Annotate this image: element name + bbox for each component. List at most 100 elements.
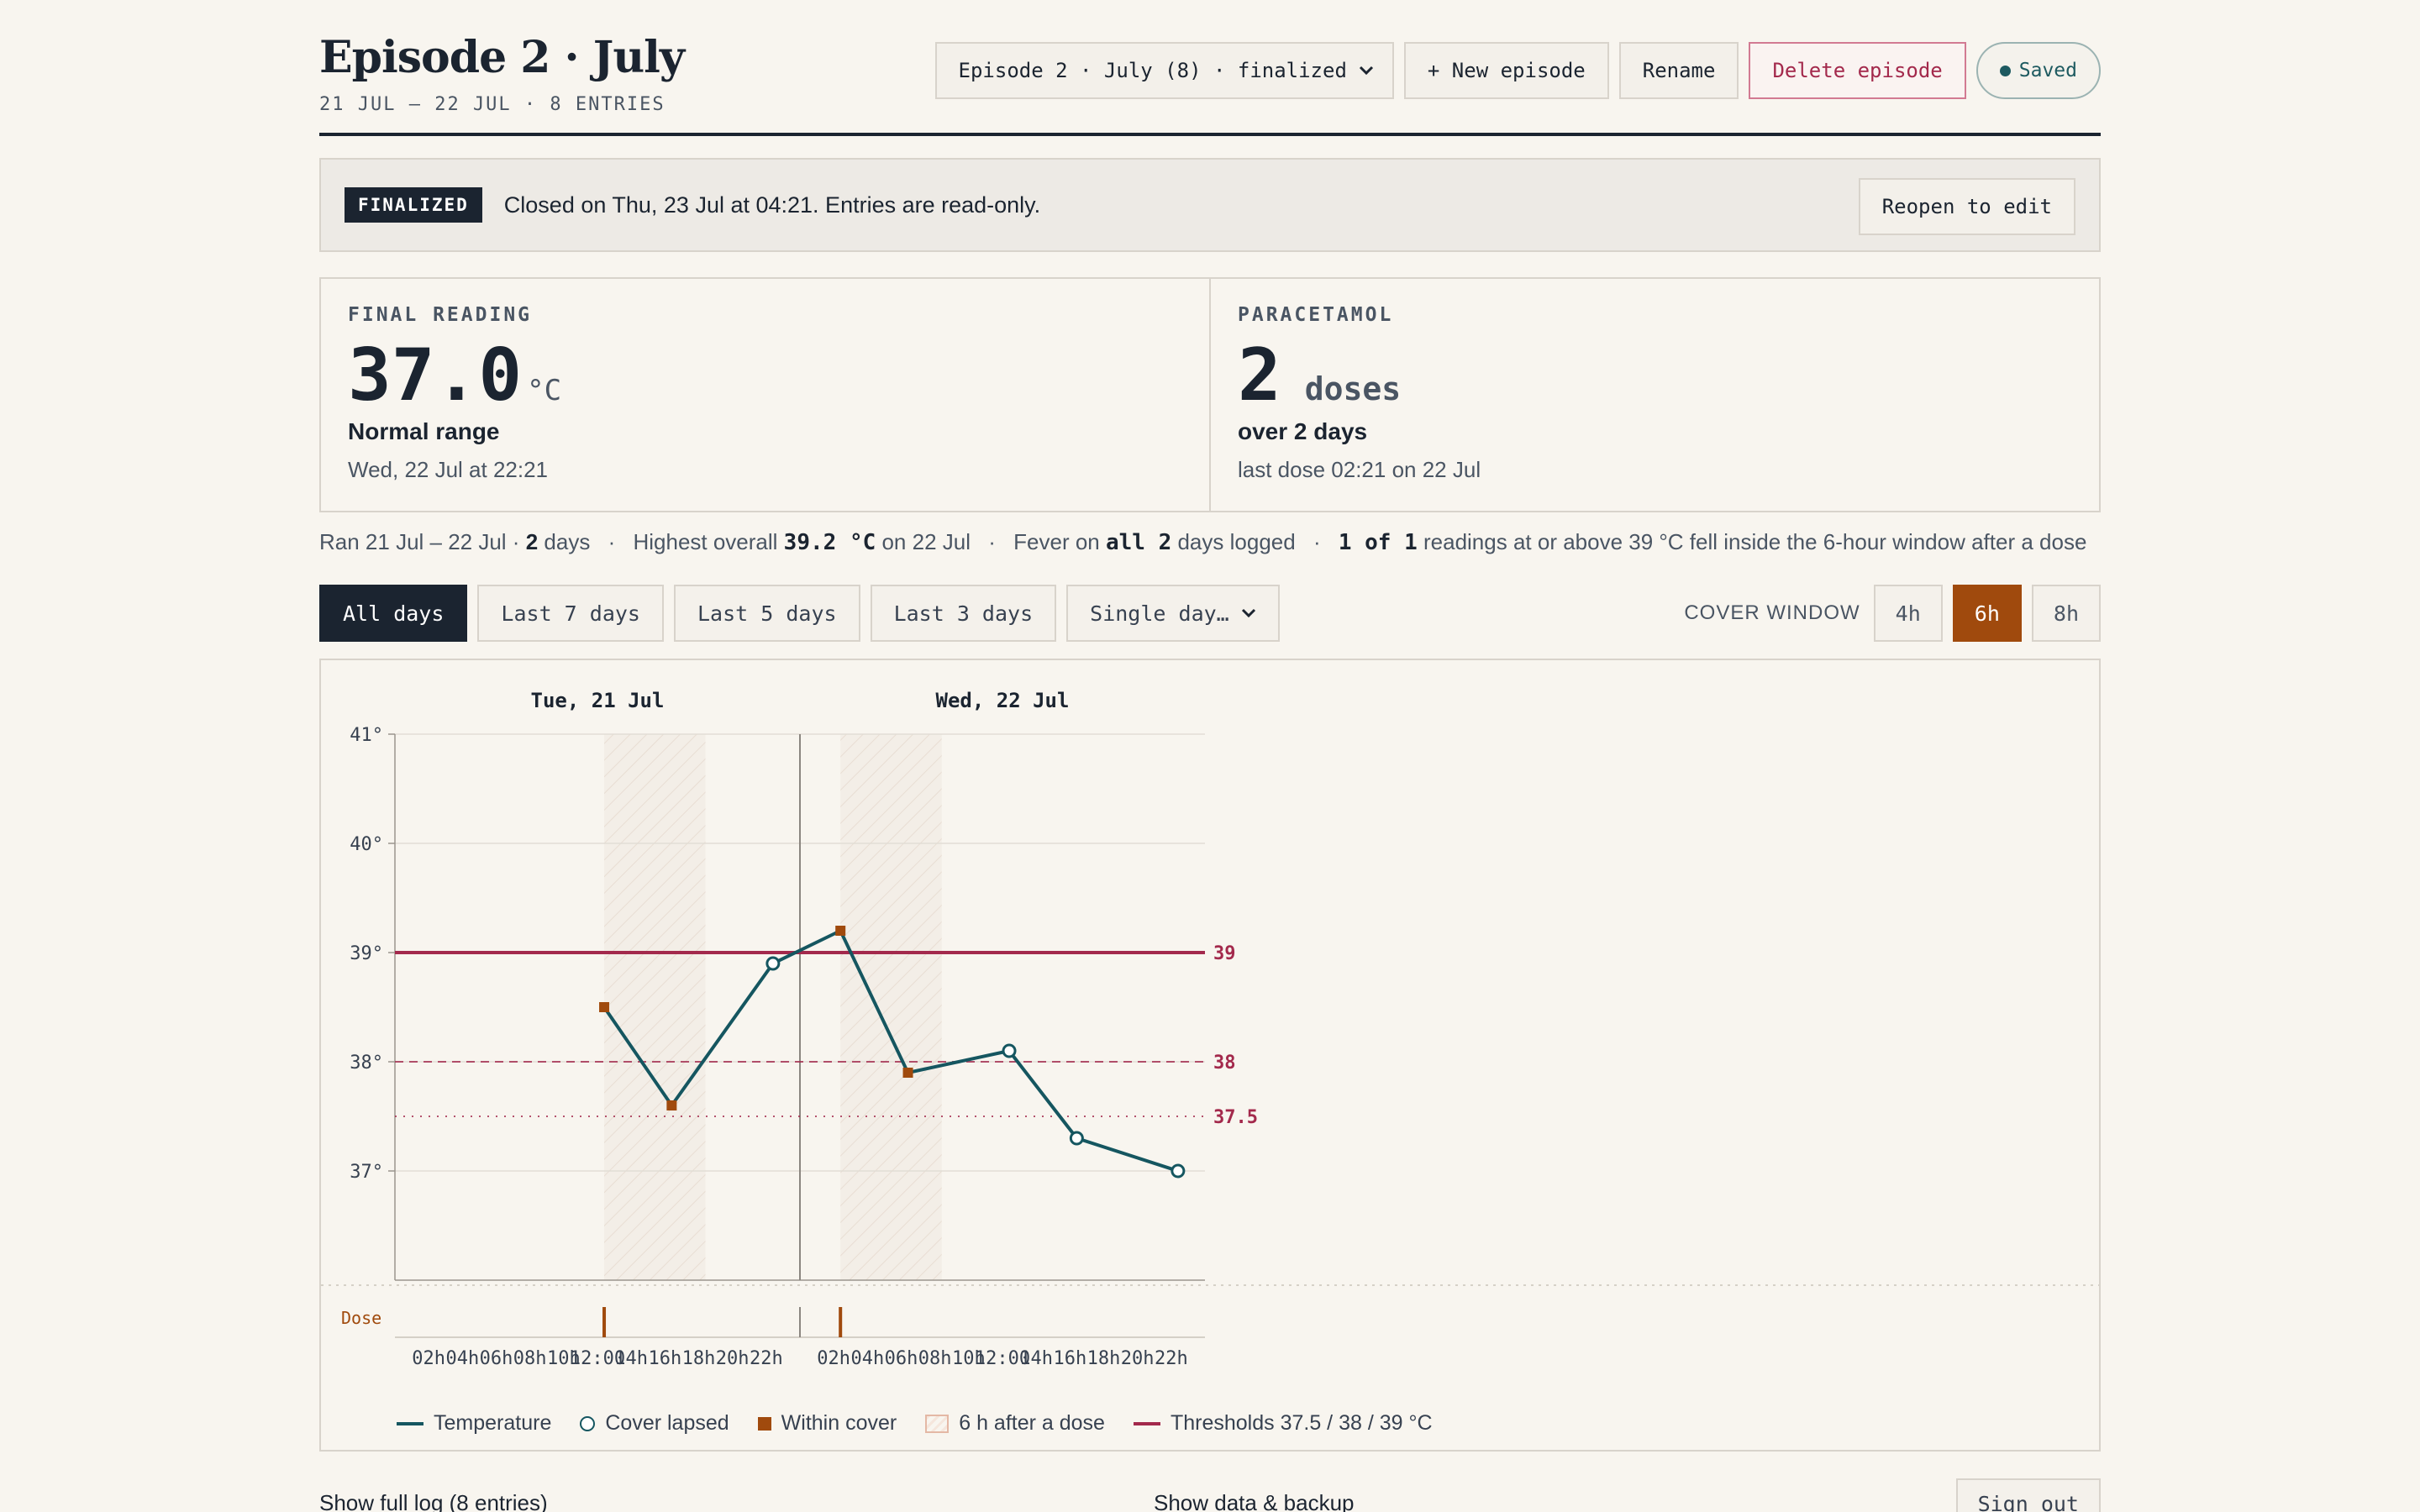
x-tick-label: 16h: [648, 1348, 681, 1369]
open-circle-icon: [580, 1415, 596, 1431]
page-header: Episode 2 · July 21 JUL – 22 JUL · 8 ENT…: [319, 0, 2101, 136]
cover-lapsed-marker: [1002, 1043, 1017, 1058]
x-tick-label: 02h: [817, 1348, 850, 1369]
summary-ran-suffix: days: [538, 529, 591, 554]
x-tick-label: 14h: [614, 1348, 648, 1369]
legend-after-dose: 6 h after a dose: [925, 1411, 1105, 1436]
dose-row-label: Dose: [341, 1308, 381, 1328]
cover-lapsed-marker: [1069, 1131, 1084, 1146]
new-episode-button[interactable]: + New episode: [1403, 42, 1609, 99]
cover-4h-button[interactable]: 4h: [1873, 585, 1943, 642]
delete-episode-button[interactable]: Delete episode: [1749, 42, 1966, 99]
x-tick-label: 20h: [1121, 1348, 1155, 1369]
chevron-down-icon: [1359, 66, 1373, 76]
cover-window-group: COVER WINDOW 4h 6h 8h: [1684, 585, 2101, 642]
show-log-link[interactable]: Show full log (8 entries): [319, 1490, 548, 1512]
chevron-down-icon: [1241, 608, 1255, 618]
status-dot-icon: [1999, 65, 2011, 76]
saved-label: Saved: [2018, 60, 2077, 81]
cover-8h-button[interactable]: 8h: [2031, 585, 2101, 642]
x-tick-label: 04h: [445, 1348, 479, 1369]
rename-button[interactable]: Rename: [1618, 42, 1739, 99]
range-filters: All days Last 7 days Last 5 days Last 3 …: [319, 585, 2101, 642]
within-cover-marker: [902, 1068, 913, 1078]
y-tick-label: 39°: [350, 943, 383, 964]
filter-last-7-days[interactable]: Last 7 days: [477, 585, 664, 642]
x-tick-label: 04h: [850, 1348, 884, 1369]
day-range-group: All days Last 7 days Last 5 days Last 3 …: [319, 585, 1280, 642]
summary-fever-prefix: Fever on: [1013, 529, 1106, 554]
cover-lapsed-marker: [765, 956, 781, 971]
paracetamol-card: PARACETAMOL 2 doses over 2 days last dos…: [1209, 279, 2099, 511]
episode-select[interactable]: Episode 2 · July (8) · finalized: [934, 42, 1394, 99]
show-backup-link[interactable]: Show data & backup: [1154, 1490, 1355, 1512]
final-reading-time: Wed, 22 Jul at 22:21: [348, 457, 549, 482]
filter-last-5-days[interactable]: Last 5 days: [674, 585, 860, 642]
app: Episode 2 · July 21 JUL – 22 JUL · 8 ENT…: [319, 0, 2101, 1512]
cover-window-hatch: [604, 734, 706, 1280]
finalized-banner: FINALIZED Closed on Thu, 23 Jul at 04:21…: [319, 158, 2101, 252]
x-tick-label: 10h: [952, 1348, 986, 1369]
legend-cover-lapsed: Cover lapsed: [580, 1411, 729, 1436]
x-tick-label: 18h: [1087, 1348, 1121, 1369]
temperature-chart: 41° 40° 39° 38° 37° 39 38 37.5 Tue, 21 Jul Wed, 2…: [319, 659, 2101, 1452]
filter-all-days[interactable]: All days: [319, 585, 468, 642]
paracetamol-span: over 2 days: [1238, 418, 1368, 444]
cover-6h-button[interactable]: 6h: [1952, 585, 2022, 642]
legend-within-cover: Within cover: [757, 1411, 897, 1436]
final-reading-label: FINAL READING: [348, 304, 533, 326]
single-day-label: Single day…: [1090, 601, 1229, 626]
line-swatch-icon: [397, 1421, 424, 1425]
within-cover-marker: [835, 926, 846, 936]
filled-square-icon: [757, 1416, 771, 1431]
temperature-line: [602, 929, 1179, 1173]
header-actions: Episode 2 · July (8) · finalized + New e…: [934, 42, 2101, 99]
episode-select-value: Episode 2 · July (8) · finalized: [958, 59, 1347, 82]
legend-temperature: Temperature: [397, 1411, 551, 1436]
x-tick-label: 22h: [750, 1348, 783, 1369]
stats-cards: FINAL READING 37.0 °C Normal range Wed, …: [319, 277, 2101, 512]
x-tick-label: 18h: [682, 1348, 716, 1369]
paracetamol-last-dose: last dose 02:21 on 22 Jul: [1238, 457, 1481, 482]
episode-date-range: 21 JUL – 22 JUL · 8 ENTRIES: [319, 94, 666, 115]
cover-lapsed-marker: [1171, 1163, 1186, 1179]
episode-summary: Ran 21 Jul – 22 Jul · 2 days · Highest o…: [319, 529, 2086, 555]
x-tick-label: 14h: [1019, 1348, 1053, 1369]
summary-highest-suffix: on 22 Jul: [876, 529, 971, 554]
cover-window-hatch: [840, 734, 942, 1280]
paracetamol-label: PARACETAMOL: [1238, 304, 1394, 326]
reopen-button[interactable]: Reopen to edit: [1858, 178, 2075, 235]
legend-cover-lapsed-label: Cover lapsed: [605, 1411, 729, 1435]
x-tick-label: 12:00: [570, 1348, 625, 1369]
y-tick-label: 41°: [350, 725, 383, 746]
summary-separator: ·: [1313, 529, 1321, 554]
hatch-swatch-icon: [925, 1414, 950, 1433]
y-tick-label: 38°: [350, 1053, 383, 1074]
summary-readings-suffix: readings at or above 39 °C fell inside t…: [1417, 529, 2087, 554]
x-tick-label: 02h: [412, 1348, 445, 1369]
final-reading-value-row: 37.0 °C: [348, 338, 1182, 413]
summary-readings-value: 1 of 1: [1338, 530, 1418, 555]
final-reading-status: Normal range: [348, 418, 500, 444]
legend-temperature-label: Temperature: [434, 1411, 552, 1435]
summary-highest-value: 39.2 °C: [783, 530, 876, 555]
summary-fever-value: all 2: [1105, 530, 1172, 555]
day-header-label: Tue, 21 Jul: [531, 689, 665, 712]
within-cover-marker: [666, 1100, 677, 1110]
paracetamol-value-row: 2 doses: [1238, 338, 2072, 413]
x-tick-label: 08h: [513, 1348, 547, 1369]
page-title: Episode 2 · July: [319, 32, 685, 83]
filter-last-3-days[interactable]: Last 3 days: [870, 585, 1057, 642]
single-day-select[interactable]: Single day…: [1066, 585, 1280, 642]
legend-thresholds-label: Thresholds 37.5 / 38 / 39 °C: [1170, 1411, 1433, 1435]
temperature-chart-svg: 41° 40° 39° 38° 37° 39 38 37.5 Tue, 21 Jul Wed, 2…: [321, 689, 2099, 1369]
day-header-label: Wed, 22 Jul: [936, 689, 1070, 712]
sign-out-button[interactable]: Sign out: [1955, 1478, 2101, 1512]
saved-status-badge: Saved: [1975, 42, 2101, 99]
cover-window-label: COVER WINDOW: [1684, 601, 1860, 624]
summary-ran-prefix: Ran 21 Jul – 22 Jul ·: [319, 529, 526, 554]
finalized-message: Closed on Thu, 23 Jul at 04:21. Entries …: [503, 192, 1041, 218]
x-tick-label: 06h: [885, 1348, 918, 1369]
finalized-badge: FINALIZED: [345, 187, 482, 223]
y-tick-label: 40°: [350, 834, 383, 855]
